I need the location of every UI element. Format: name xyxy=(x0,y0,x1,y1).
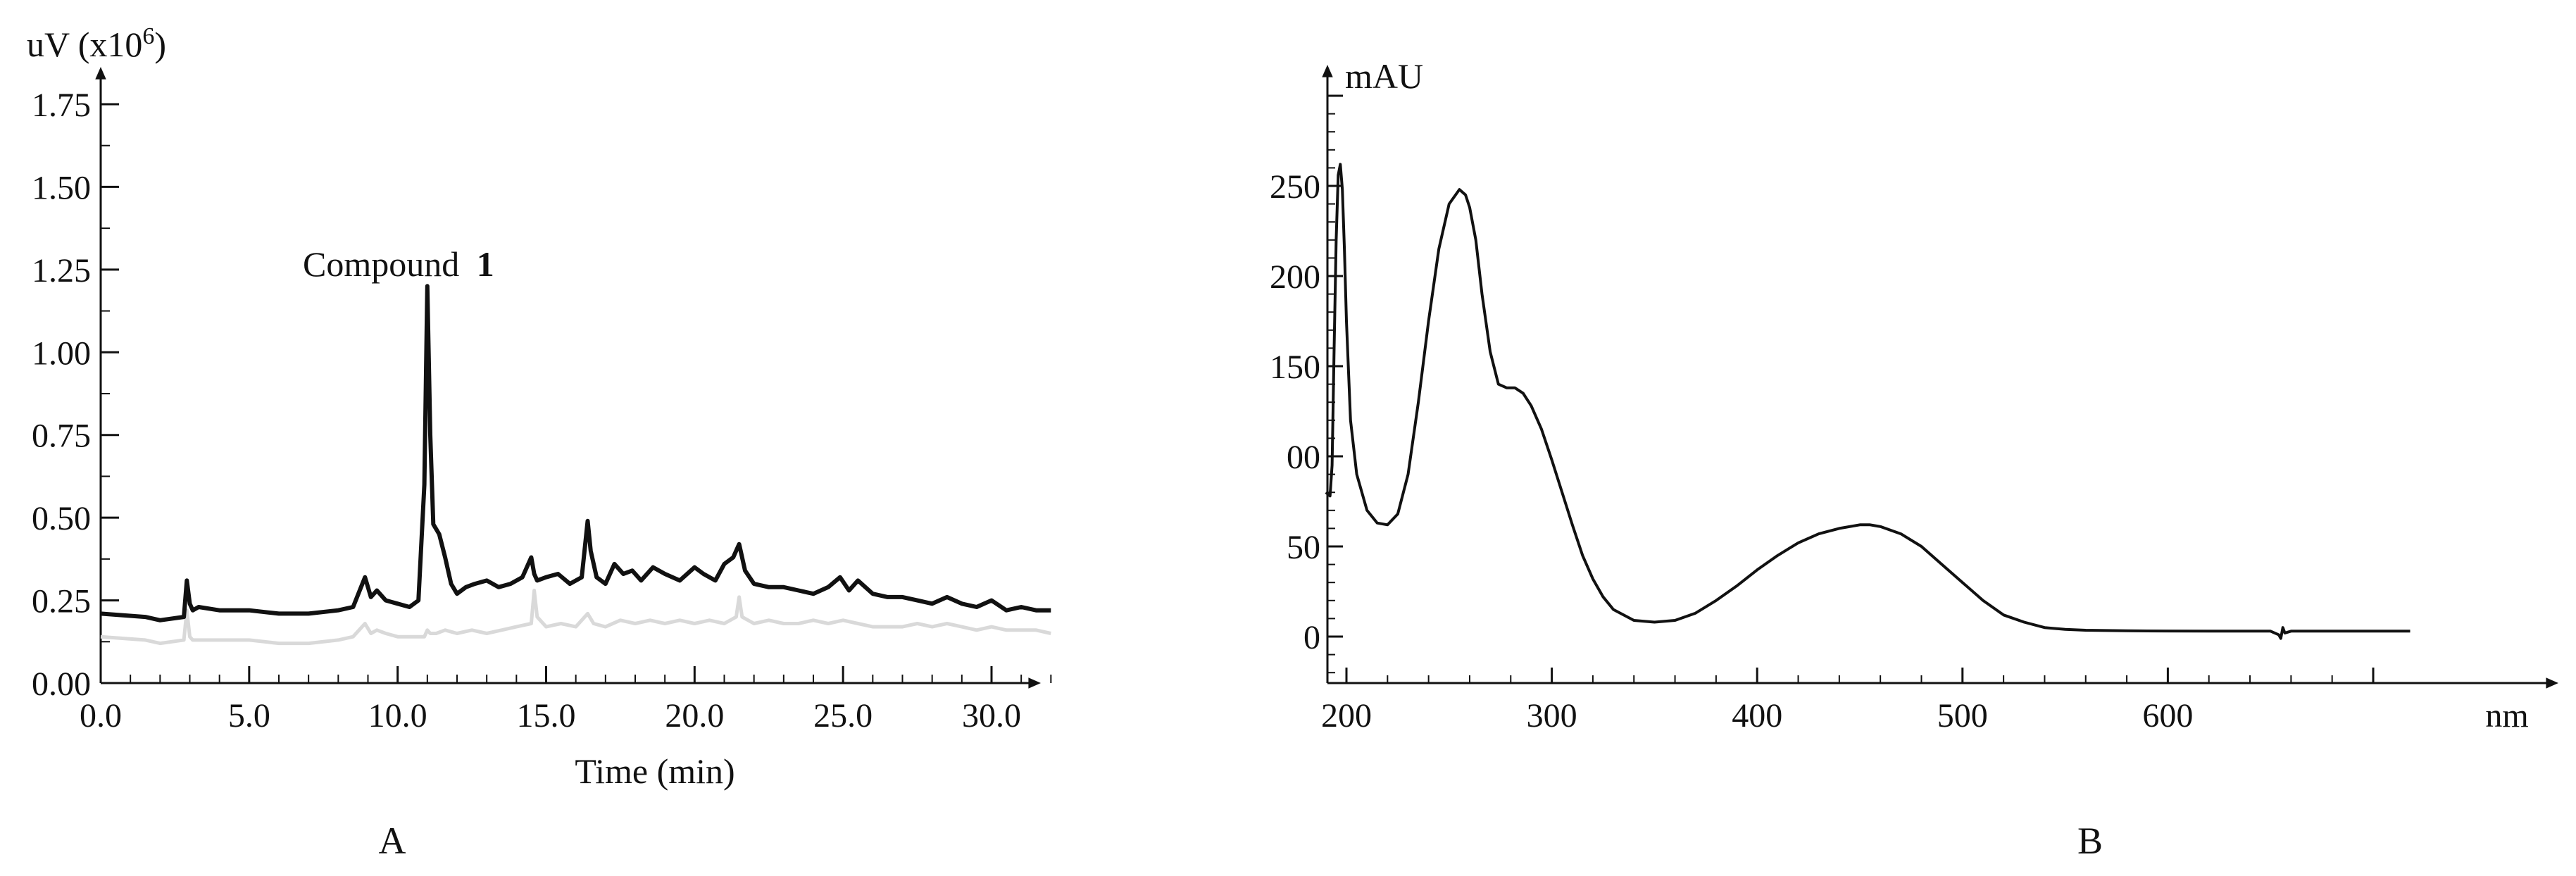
y-axis-arrow-icon xyxy=(1322,65,1333,77)
y-tick-label: 0.00 xyxy=(32,665,91,703)
x-tick-label: 5.0 xyxy=(228,697,270,734)
y-axis-arrow-icon xyxy=(95,67,106,80)
x-axis-arrow-icon xyxy=(1028,677,1041,689)
x-axis-label: Time (min) xyxy=(575,751,734,791)
x-tick-label: 20.0 xyxy=(665,697,724,734)
compound-annotation: Compound 1 xyxy=(303,244,494,284)
y-axis-label: uV (x106) xyxy=(27,23,166,64)
y-tick-label: 1.25 xyxy=(32,252,91,289)
spectrum-line xyxy=(1325,163,2411,640)
series-line-blank xyxy=(100,589,1051,646)
y-tick-label: 0.25 xyxy=(32,583,91,620)
compound-annotation-text: Compound xyxy=(303,244,468,284)
y-tick-label: 50 xyxy=(1287,529,1320,566)
x-tick-label: 15.0 xyxy=(517,697,576,734)
y-tick-label: 200 xyxy=(1270,258,1320,296)
x-tick-label: 30.0 xyxy=(962,697,1021,734)
y-axis-label: mAU xyxy=(1345,56,1423,96)
x-axis-arrow-icon xyxy=(2546,677,2558,689)
y-tick-label: 0 xyxy=(1303,619,1320,656)
y-axis-label-close: ) xyxy=(154,25,166,64)
x-tick-label: 300 xyxy=(1527,697,1577,734)
y-tick-label: 250 xyxy=(1270,168,1320,206)
y-tick-label: 0.75 xyxy=(32,418,91,455)
x-axis-label: nm xyxy=(2485,697,2528,734)
y-tick-label: 0.50 xyxy=(32,500,91,537)
x-tick-label: 500 xyxy=(1937,697,1988,734)
y-tick-label: 1.75 xyxy=(32,87,91,124)
panel-label-a: A xyxy=(379,820,406,862)
x-tick-label: 400 xyxy=(1732,697,1782,734)
x-tick-label: 200 xyxy=(1321,697,1372,734)
x-tick-label: 600 xyxy=(2142,697,2193,734)
y-axis-label-text: uV (x10 xyxy=(27,25,142,64)
y-tick-label: 1.00 xyxy=(32,334,91,372)
compound-annotation-number: 1 xyxy=(477,244,494,284)
y-tick-label: 150 xyxy=(1270,349,1320,386)
x-tick-label: 0.0 xyxy=(80,697,122,734)
y-tick-label: 1.50 xyxy=(32,169,91,206)
y-tick-label: 00 xyxy=(1287,439,1320,476)
x-tick-label: 25.0 xyxy=(813,697,873,734)
x-tick-label: 10.0 xyxy=(368,697,427,734)
series-line-main xyxy=(100,284,1051,622)
y-axis-label-exponent: 6 xyxy=(142,23,154,49)
panel-label-b: B xyxy=(2077,820,2103,862)
